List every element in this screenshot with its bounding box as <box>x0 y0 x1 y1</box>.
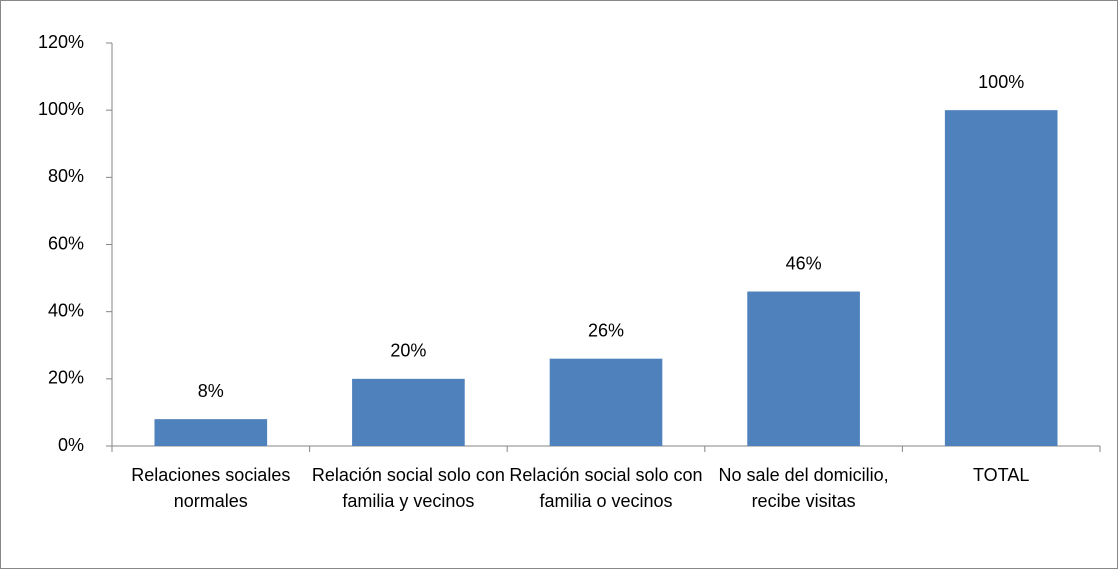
bar <box>747 291 860 446</box>
y-tick-label: 40% <box>48 300 84 320</box>
y-tick-label: 100% <box>38 99 84 119</box>
bar <box>549 358 663 446</box>
x-label-box: Relaciones sociales normales <box>131 465 291 511</box>
data-label: 46% <box>786 253 822 273</box>
bar <box>154 419 268 446</box>
x-label-box: Relación social solo con familia y vecin… <box>311 465 505 511</box>
x-tick-label: TOTAL <box>973 465 1030 485</box>
y-tick-label: 80% <box>48 166 84 186</box>
bar <box>944 110 1058 447</box>
x-tick-label: Relación social solo con familia o vecin… <box>509 465 703 511</box>
x-tick-label: Relaciones sociales normales <box>131 465 291 511</box>
x-label-box: Relación social solo con familia o vecin… <box>509 465 703 511</box>
y-tick-label: 60% <box>48 233 84 253</box>
data-label: 26% <box>588 320 624 340</box>
data-label: 8% <box>198 381 224 401</box>
x-tick-label: No sale del domicilio, recibe visitas <box>718 465 889 511</box>
x-label-box: No sale del domicilio, recibe visitas <box>718 465 889 511</box>
x-tick-label: Relación social solo con familia y vecin… <box>311 465 505 511</box>
x-label-box: TOTAL <box>973 465 1030 485</box>
data-label: 20% <box>390 341 426 361</box>
y-tick-label: 0% <box>58 435 84 455</box>
bar <box>352 378 465 446</box>
y-tick-label: 20% <box>48 368 84 388</box>
y-tick-label: 120% <box>38 32 84 52</box>
data-label: 100% <box>978 72 1024 92</box>
